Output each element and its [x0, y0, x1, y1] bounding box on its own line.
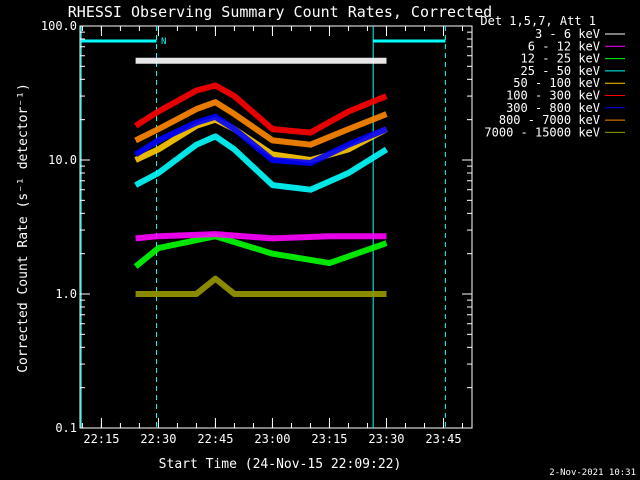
series-line-8	[135, 275, 387, 297]
y-tick-label: 100.0	[41, 19, 77, 33]
legend-entry-label: 800 - 7000 keV	[499, 113, 600, 127]
y-axis-label: Corrected Count Rate (s⁻¹ detector⁻¹)	[16, 83, 31, 373]
y-tick-label: 10.0	[48, 153, 77, 167]
legend-entry-label: 100 - 300 keV	[506, 89, 600, 103]
axis-layer: 0.1 1.0 10.0 100.0 22:15 22:30 22:45 23:00 23:15…	[41, 19, 472, 446]
y-tick-label: 0.1	[55, 421, 77, 435]
plot-border	[79, 25, 473, 429]
x-tick-label: 23:45	[425, 432, 461, 446]
x-tick-label: 23:15	[311, 432, 347, 446]
series-line-1	[135, 231, 387, 242]
x-tick-label: 22:15	[83, 432, 119, 446]
series-line-2	[133, 233, 388, 269]
x-tick-label: 23:00	[254, 432, 290, 446]
x-tick-label: 23:30	[368, 432, 404, 446]
series-line-5	[134, 82, 388, 136]
legend-entry-label: 25 - 50 keV	[521, 64, 600, 78]
series-layer	[133, 57, 389, 297]
night-markers	[80, 26, 446, 428]
legend-entry-label: 50 - 100 keV	[513, 76, 600, 90]
x-tick-label: 22:30	[140, 432, 176, 446]
legend-entry-label: 12 - 25 keV	[521, 52, 600, 66]
legend-entry-label: 3 - 6 keV	[535, 27, 600, 41]
legend-header: Det 1,5,7, Att 1	[480, 14, 596, 28]
x-axis-label: Start Time (24-Nov-15 22:09:22)	[159, 457, 402, 472]
legend-entry-label: 300 - 800 keV	[506, 101, 600, 115]
chart-title: RHESSI Observing Summary Count Rates, Co…	[68, 3, 492, 21]
y-tick-label: 1.0	[55, 287, 77, 301]
series-line-7	[134, 99, 388, 148]
timestamp: 2-Nov-2021 10:31	[549, 468, 636, 478]
x-tick-label: 22:45	[197, 432, 233, 446]
legend-entry-label: 6 - 12 keV	[528, 39, 600, 53]
series-line-3	[134, 133, 389, 193]
n-marker: N	[161, 37, 166, 47]
plot-frame	[79, 25, 473, 429]
series-line-6	[134, 113, 388, 166]
legend-entry-label: 7000 - 15000 keV	[484, 125, 600, 139]
